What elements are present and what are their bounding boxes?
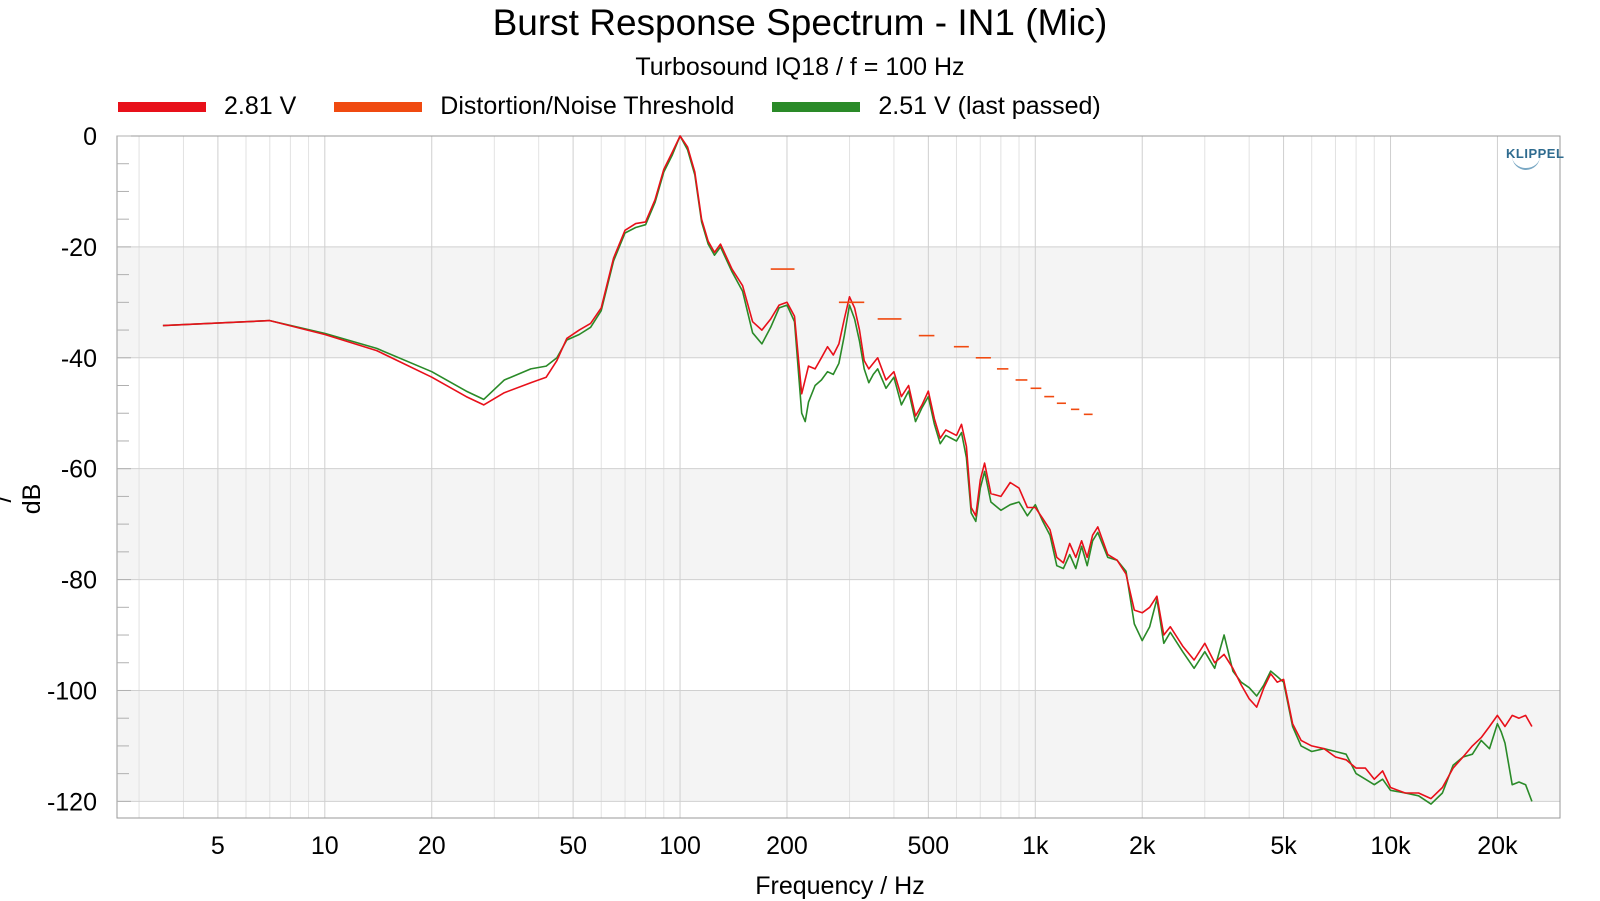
x-tick-label: 20 bbox=[418, 832, 446, 860]
x-tick-label: 100 bbox=[659, 832, 701, 860]
y-tick-label: -100 bbox=[47, 677, 97, 705]
legend-label: 2.81 V bbox=[224, 92, 297, 120]
legend-swatch bbox=[772, 101, 861, 112]
x-tick-label: 10k bbox=[1370, 832, 1411, 860]
y-tick-label: -20 bbox=[61, 234, 97, 262]
x-axis-label: Frequency / Hz bbox=[755, 872, 925, 900]
chart-title: Burst Response Spectrum - IN1 (Mic) bbox=[492, 2, 1108, 43]
legend: 2.81 V Distortion/Noise Threshold 2.51 V… bbox=[118, 92, 1139, 121]
shaded-band bbox=[117, 246, 1560, 358]
legend-label: 2.51 V (last passed) bbox=[878, 92, 1101, 120]
x-tick-label: 10 bbox=[311, 832, 339, 860]
shaded-band bbox=[117, 468, 1560, 580]
x-tick-label: 200 bbox=[766, 832, 808, 860]
series-layer bbox=[162, 135, 1533, 805]
grid-lines bbox=[116, 135, 1561, 819]
y-tick-label: -80 bbox=[61, 567, 97, 595]
chart-subtitle: Turbosound IQ18 / f = 100 Hz bbox=[635, 53, 965, 81]
x-tick-label: 500 bbox=[907, 832, 949, 860]
x-tick-label: 2k bbox=[1129, 832, 1156, 860]
legend-item-251v: 2.51 V (last passed) bbox=[772, 92, 1101, 121]
x-tick-label: 20k bbox=[1477, 832, 1518, 860]
legend-item-281v: 2.81 V bbox=[118, 92, 296, 121]
y-tick-label: -40 bbox=[61, 345, 97, 373]
series-line-281v bbox=[162, 135, 1533, 800]
plot-frame bbox=[116, 135, 1561, 819]
plot-background bbox=[117, 136, 1560, 818]
y-tick-label: -120 bbox=[47, 788, 97, 816]
x-tick-label: 50 bbox=[559, 832, 587, 860]
x-tick-label: 1k bbox=[1022, 832, 1049, 860]
x-tick-label: 5 bbox=[211, 832, 225, 860]
legend-swatch bbox=[118, 101, 206, 112]
shaded-band bbox=[117, 690, 1560, 802]
klippel-logo-arc bbox=[1512, 156, 1540, 170]
legend-item-threshold: Distortion/Noise Threshold bbox=[334, 92, 734, 121]
y-tick-label: -60 bbox=[61, 456, 97, 484]
axis-ticks: 0 -20 -40 -60 -80 -100 -120 5 10 20 50 100 200 500 1k 2… bbox=[47, 123, 1518, 860]
legend-label: Distortion/Noise Threshold bbox=[440, 92, 735, 120]
legend-swatch bbox=[334, 101, 423, 112]
y-axis-label: / dB bbox=[0, 483, 46, 515]
y-tick-label: 0 bbox=[83, 123, 97, 151]
x-tick-label: 5k bbox=[1270, 832, 1297, 860]
